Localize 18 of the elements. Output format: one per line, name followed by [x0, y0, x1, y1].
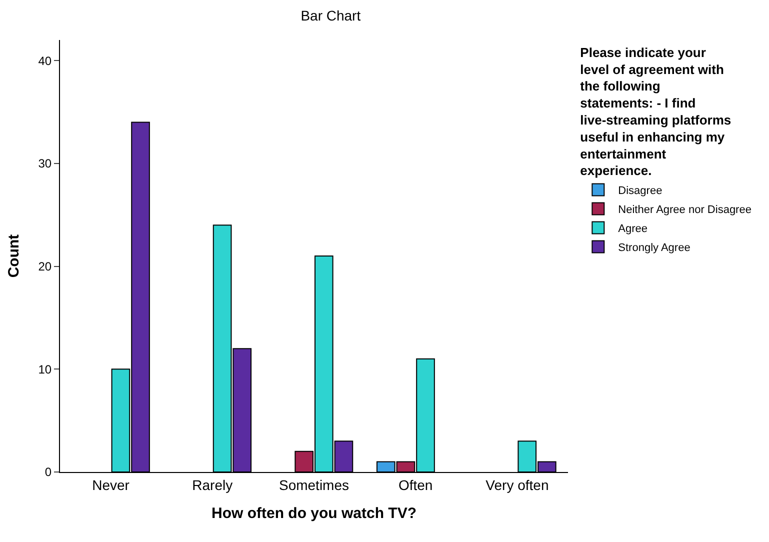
y-tick-label: 20: [38, 259, 52, 274]
legend-title: Please indicate your level of agreement with the following statements: - I find live-streaming platforms useful in enhancing my entertainment experience.: [580, 44, 732, 178]
legend-label: Disagree: [618, 184, 662, 197]
legend-label: Agree: [618, 222, 648, 235]
y-tick-label: 30: [38, 156, 52, 171]
chart-title: Bar Chart: [300, 8, 361, 24]
legend-label: Neither Agree nor Disagree: [618, 204, 752, 216]
x-tick-label: Sometimes: [278, 476, 350, 493]
y-axis-title: Count: [5, 234, 22, 278]
x-tick-label: Never: [92, 476, 130, 493]
legend-label: Strongly Agree: [618, 242, 690, 254]
x-tick-label: Often: [398, 476, 433, 493]
y-tick-label: 0: [44, 465, 52, 480]
x-tick-label: Rarely: [192, 476, 233, 493]
x-axis-title: How often do you watch TV?: [212, 504, 416, 522]
y-tick-label: 40: [38, 54, 52, 68]
x-tick-label: Very often: [486, 476, 549, 493]
y-tick-label: 10: [38, 362, 52, 376]
